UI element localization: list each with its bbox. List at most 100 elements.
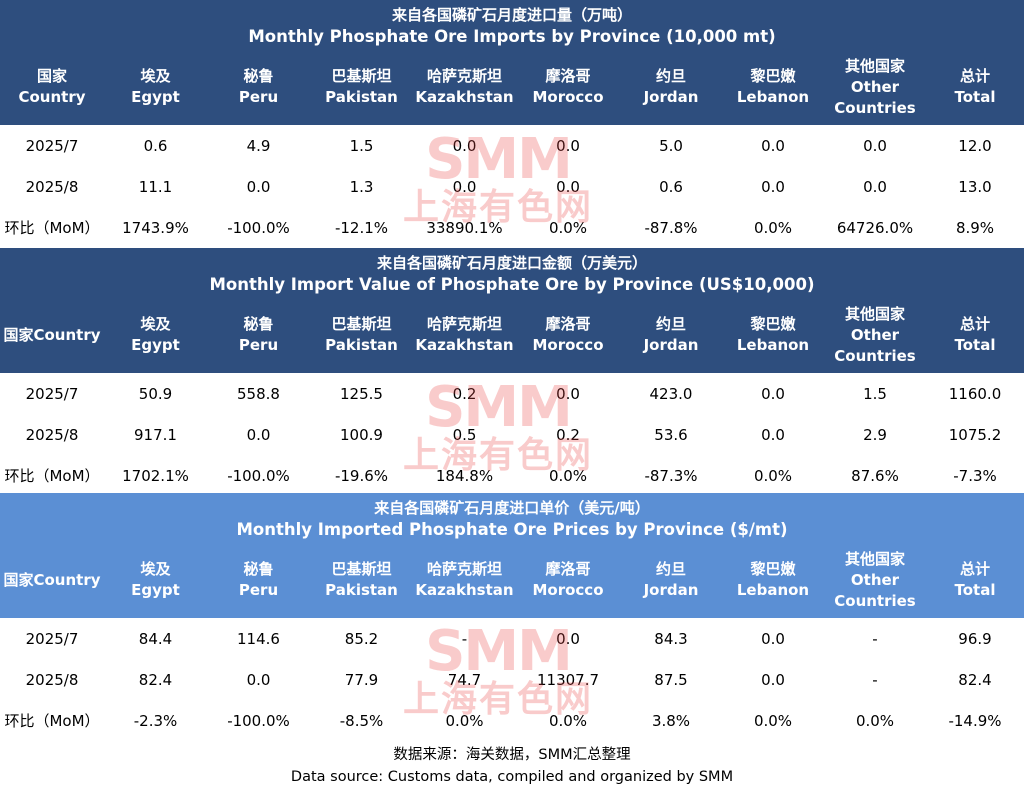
column-header-zh: 约旦 — [655, 560, 686, 578]
table-cell: 0.0% — [445, 711, 484, 730]
column-header-zh: 哈萨克斯坦 — [426, 67, 502, 85]
table-cell: 0.0 — [761, 384, 785, 403]
column-header: 约旦 Jordan — [620, 559, 722, 601]
column-header-en: Jordan — [643, 336, 699, 354]
table-cell: 917.1 — [134, 425, 177, 444]
table-cell: 100.9 — [340, 425, 383, 444]
column-header-zh: 秘鲁 — [243, 67, 274, 85]
column-header: 国家Country — [0, 325, 104, 346]
row-label: 2025/7 — [25, 384, 79, 403]
column-header: 约旦 Jordan — [620, 314, 722, 356]
column-header-zh: 哈萨克斯坦 — [426, 560, 502, 578]
table-cell: 0.0 — [556, 384, 580, 403]
table-cell: 82.4 — [138, 670, 173, 689]
column-header-zh: 秘鲁 — [243, 560, 274, 578]
column-header-en: Jordan — [643, 581, 699, 599]
column-header-zh: 约旦 — [655, 67, 686, 85]
column-header-zh: 哈萨克斯坦 — [426, 315, 502, 333]
column-header-zh: 巴基斯坦 — [331, 67, 392, 85]
table-row: 2025/8 82.4 0.0 77.9 74.7 11307.7 87.5 0.0 - 82.4 — [0, 659, 1024, 700]
source-note-en: Data source: Customs data, compiled and … — [290, 769, 734, 785]
column-header-en: Country — [18, 88, 86, 106]
table-cell: 0.2 — [556, 425, 580, 444]
table-cell: 0.0 — [556, 136, 580, 155]
table-cell: -2.3% — [133, 711, 178, 730]
column-header-en: Kazakhstan — [415, 581, 514, 599]
column-header: 总计 Total — [926, 314, 1024, 356]
column-header: 埃及 Egypt — [104, 559, 207, 601]
table-cell: 85.2 — [344, 629, 379, 648]
table-cell: 11.1 — [138, 177, 173, 196]
table-cell: 0.0% — [753, 218, 793, 237]
column-header-zh: 摩洛哥 — [545, 67, 591, 85]
table-cell: 0.6 — [659, 177, 683, 196]
table-cell: -7.3% — [953, 466, 997, 485]
column-header-zh: 其他国家 — [844, 304, 905, 323]
row-label: 环比（MoM） — [4, 712, 100, 730]
table-cell: - — [872, 629, 878, 648]
column-header-en: Jordan — [643, 88, 699, 106]
table-row: 2025/7 0.6 4.9 1.5 0.0 0.0 5.0 0.0 0.0 12.0 — [0, 125, 1024, 166]
table-row: 环比（MoM） 1743.9% -100.0% -12.1% 33890.1% 0.0% -… — [0, 207, 1024, 248]
column-header: 摩洛哥 Morocco — [516, 314, 620, 356]
column-header-en: Pakistan — [325, 581, 398, 599]
table-section-1: 来自各国磷矿石月度进口量（万吨） Monthly Phosphate Ore Im… — [0, 0, 1024, 248]
table-row: 2025/8 11.1 0.0 1.3 0.0 0.0 0.6 0.0 0.0 13.0 — [0, 166, 1024, 207]
column-header-zh: 巴基斯坦 — [331, 560, 392, 578]
column-header-zh: 其他国家 — [844, 549, 905, 568]
table-title-en: Monthly Phosphate Ore Imports by Provinc… — [248, 27, 776, 46]
column-header-zh: 巴基斯坦 — [331, 315, 392, 333]
column-header: 埃及 Egypt — [104, 66, 207, 108]
column-header-en: Countries — [834, 346, 916, 365]
table-title-en: Monthly Import Value of Phosphate Ore by… — [209, 275, 815, 294]
table-cell: 87.5 — [654, 670, 688, 689]
column-header-en: Other — [850, 570, 900, 589]
column-header-en: Countries — [834, 98, 916, 117]
column-header: 摩洛哥 Morocco — [516, 66, 620, 108]
column-header-en: Peru — [238, 336, 279, 354]
table-cell: 0.0 — [761, 629, 785, 648]
table-row: 环比（MoM） -2.3% -100.0% -8.5% 0.0% 0.0% 3.8% 0.0%… — [0, 700, 1024, 741]
column-header-zh: 约旦 — [655, 315, 686, 333]
table-cell: 87.6% — [851, 466, 899, 485]
column-header: 哈萨克斯坦 Kazakhstan — [413, 66, 516, 108]
table-cell: 1.3 — [349, 177, 374, 196]
column-header-en: Pakistan — [325, 336, 398, 354]
column-header-zh: 黎巴嫩 — [750, 560, 796, 578]
table-cell: - — [461, 629, 468, 648]
table-cell: 50.9 — [138, 384, 173, 403]
table-title-zh: 来自各国磷矿石月度进口金额（万美元） — [376, 254, 647, 272]
table-cell: 0.0% — [753, 466, 793, 485]
column-header-en: Kazakhstan — [415, 88, 514, 106]
table-cell: 0.0% — [855, 711, 895, 730]
column-header: 哈萨克斯坦 Kazakhstan — [413, 314, 516, 356]
column-header-en: Lebanon — [736, 581, 810, 599]
table-cell: 11307.7 — [536, 670, 600, 689]
row-label: 环比（MoM） — [4, 467, 100, 485]
table-cell: 74.7 — [447, 670, 482, 689]
table-cell: 84.4 — [138, 629, 173, 648]
table-section-2: 来自各国磷矿石月度进口金额（万美元） Monthly Import Value o… — [0, 248, 1024, 496]
column-header-zh: 秘鲁 — [243, 315, 274, 333]
table-cell: 0.0 — [556, 177, 580, 196]
column-header-en: Other — [850, 77, 900, 96]
column-header-zh: 埃及 — [140, 67, 171, 85]
table-cell: 0.0% — [753, 711, 793, 730]
column-header-en: Peru — [238, 88, 279, 106]
table-cell: 423.0 — [649, 384, 693, 403]
column-header-en: Morocco — [532, 581, 604, 599]
column-header-en: Egypt — [131, 336, 180, 354]
column-header: 其他国家 Other Countries — [824, 549, 926, 612]
table-row: 2025/8 917.1 0.0 100.9 0.5 0.2 53.6 0.0 2.9 1075.… — [0, 414, 1024, 455]
table-cell: 1075.2 — [948, 425, 1002, 444]
table-cell: 0.2 — [452, 384, 477, 403]
table-cell: 4.9 — [246, 136, 271, 155]
row-label: 2025/8 — [25, 177, 79, 196]
table-cell: 0.5 — [452, 425, 477, 444]
table-cell: 0.0 — [556, 629, 580, 648]
table-cell: 0.0% — [548, 711, 588, 730]
table-cell: 12.0 — [958, 136, 992, 155]
column-header: 黎巴嫩 Lebanon — [722, 314, 824, 356]
